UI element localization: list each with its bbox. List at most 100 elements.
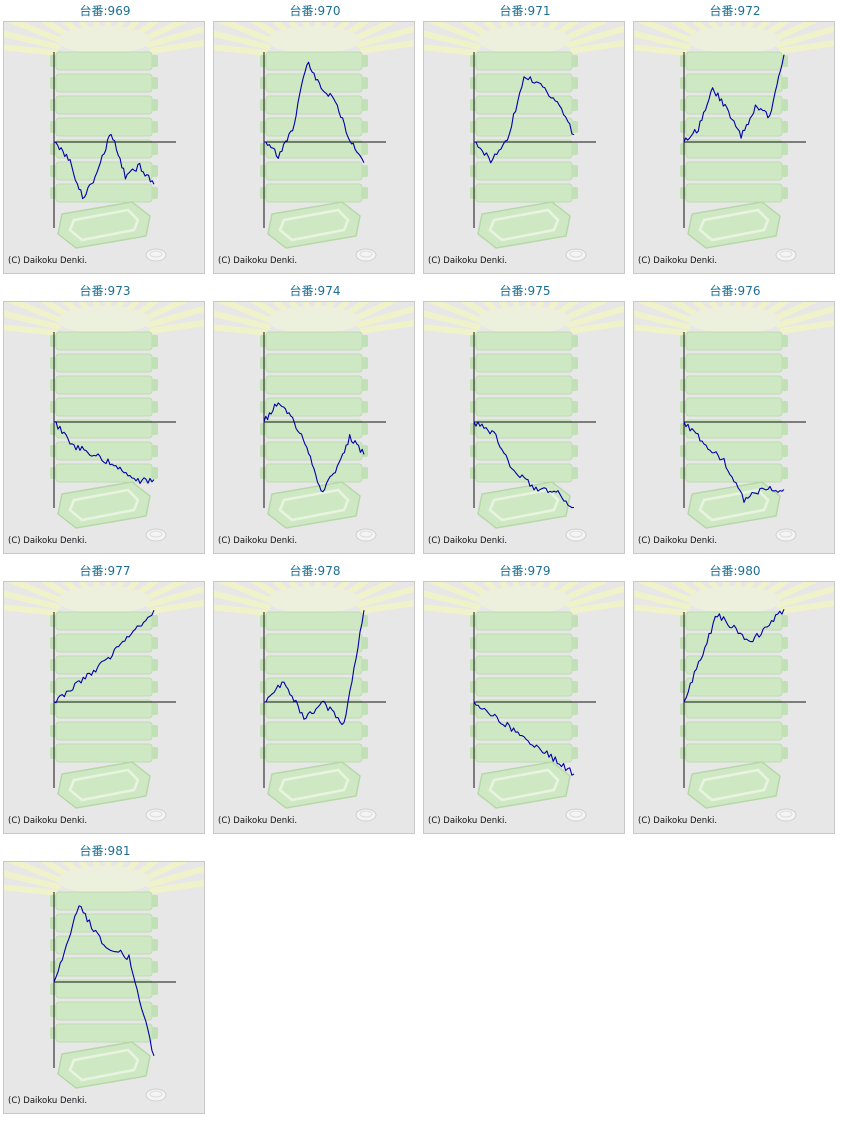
machine-card: 台番:975 (C) Daikoku Denki. [420, 280, 630, 560]
coin-tray-icon [57, 761, 151, 809]
machine-dome [268, 306, 360, 334]
payout-line [683, 609, 785, 703]
machine-graph [634, 22, 834, 262]
machine-graph [424, 22, 624, 262]
medal-icon [145, 528, 167, 542]
sunburst-rays [4, 862, 204, 896]
sunburst-rays [634, 582, 834, 616]
machine-card: 台番:977 (C) Daikoku Denki. [0, 560, 210, 840]
copyright-text: (C) Daikoku Denki. [428, 256, 508, 266]
medal-icon [565, 248, 587, 262]
machine-graph [214, 582, 414, 822]
machine-number-link[interactable]: 台番:978 [289, 564, 341, 578]
machine-card: 台番:979 (C) Daikoku Denki. [420, 560, 630, 840]
copyright-text: (C) Daikoku Denki. [638, 256, 718, 266]
copyright-text: (C) Daikoku Denki. [218, 536, 298, 546]
machine-graph-panel[interactable]: (C) Daikoku Denki. [423, 581, 625, 834]
machine-graph [4, 862, 204, 1102]
payout-line [53, 133, 155, 200]
medal-icon [565, 528, 587, 542]
machine-graph-panel[interactable]: (C) Daikoku Denki. [3, 581, 205, 834]
machine-graph-panel[interactable]: (C) Daikoku Denki. [213, 301, 415, 554]
sunburst-rays [4, 582, 204, 616]
pachinko-machine-watermark-icon [260, 51, 368, 203]
machine-dome [478, 26, 570, 54]
machine-watermark [424, 22, 624, 262]
machine-graph [4, 582, 204, 822]
payout-line [473, 421, 575, 509]
machine-number-link[interactable]: 台番:971 [499, 4, 551, 18]
machine-number-link[interactable]: 台番:981 [79, 844, 131, 858]
pachinko-machine-watermark-icon [470, 331, 578, 483]
machine-number-link[interactable]: 台番:979 [499, 564, 551, 578]
medal-icon [775, 528, 797, 542]
machine-dome [268, 26, 360, 54]
machine-graph-panel[interactable]: (C) Daikoku Denki. [3, 861, 205, 1114]
copyright-text: (C) Daikoku Denki. [8, 816, 88, 826]
machine-graph-panel[interactable]: (C) Daikoku Denki. [423, 301, 625, 554]
coin-tray-icon [687, 761, 781, 809]
machine-card: 台番:976 (C) Daikoku Denki. [630, 280, 840, 560]
coin-tray-icon [57, 1041, 151, 1089]
pachinko-machine-watermark-icon [50, 331, 158, 483]
sunburst-rays [634, 302, 834, 336]
machine-graph-panel[interactable]: (C) Daikoku Denki. [423, 21, 625, 274]
machine-graph-panel[interactable]: (C) Daikoku Denki. [633, 581, 835, 834]
pachinko-machine-watermark-icon [470, 611, 578, 763]
pachinko-machine-watermark-icon [260, 331, 368, 483]
machine-dome [688, 306, 780, 334]
payout-line [473, 76, 575, 164]
machine-graph-panel[interactable]: (C) Daikoku Denki. [3, 21, 205, 274]
sunburst-rays [424, 582, 624, 616]
medal-icon [145, 248, 167, 262]
sunburst-rays [424, 22, 624, 56]
machine-graph-panel[interactable]: (C) Daikoku Denki. [3, 301, 205, 554]
machine-number-link[interactable]: 台番:974 [289, 284, 341, 298]
pachinko-machine-watermark-icon [470, 51, 578, 203]
payout-line [263, 402, 365, 493]
pachinko-machine-watermark-icon [50, 51, 158, 203]
copyright-text: (C) Daikoku Denki. [428, 536, 508, 546]
machine-card: 台番:981 (C) Daikoku Denki. [0, 840, 210, 1120]
copyright-text: (C) Daikoku Denki. [8, 536, 88, 546]
machine-card: 台番:974 (C) Daikoku Denki. [210, 280, 420, 560]
machine-number-link[interactable]: 台番:977 [79, 564, 131, 578]
machine-number-link[interactable]: 台番:970 [289, 4, 341, 18]
machine-dome [688, 26, 780, 54]
machine-card: 台番:980 (C) Daikoku Denki. [630, 560, 840, 840]
coin-tray-icon [57, 481, 151, 529]
machine-graph-panel[interactable]: (C) Daikoku Denki. [213, 21, 415, 274]
machine-graph-panel[interactable]: (C) Daikoku Denki. [633, 301, 835, 554]
machine-dome [58, 26, 150, 54]
pachinko-machine-watermark-icon [680, 611, 788, 763]
machine-dome [478, 306, 570, 334]
pachinko-machine-watermark-icon [260, 611, 368, 763]
copyright-text: (C) Daikoku Denki. [638, 536, 718, 546]
medal-icon [355, 248, 377, 262]
medal-icon [775, 808, 797, 822]
machine-watermark [214, 22, 414, 262]
machine-number-link[interactable]: 台番:976 [709, 284, 761, 298]
machine-card: 台番:973 (C) Daikoku Denki. [0, 280, 210, 560]
machine-graph-panel[interactable]: (C) Daikoku Denki. [213, 581, 415, 834]
machine-number-link[interactable]: 台番:973 [79, 284, 131, 298]
copyright-text: (C) Daikoku Denki. [218, 256, 298, 266]
payout-line [53, 421, 155, 485]
machine-number-link[interactable]: 台番:980 [709, 564, 761, 578]
coin-tray-icon [267, 201, 361, 249]
machine-graph [4, 22, 204, 262]
coin-tray-icon [267, 761, 361, 809]
machine-number-link[interactable]: 台番:972 [709, 4, 761, 18]
machine-number-link[interactable]: 台番:969 [79, 4, 131, 18]
payout-line [263, 610, 365, 726]
machine-watermark [424, 582, 624, 822]
machine-graph [634, 302, 834, 542]
machine-watermark [4, 862, 204, 1102]
machine-number-link[interactable]: 台番:975 [499, 284, 551, 298]
payout-line [53, 609, 155, 704]
machine-dome [58, 306, 150, 334]
machine-graph-panel[interactable]: (C) Daikoku Denki. [633, 21, 835, 274]
machine-graph [214, 302, 414, 542]
medal-icon [145, 808, 167, 822]
